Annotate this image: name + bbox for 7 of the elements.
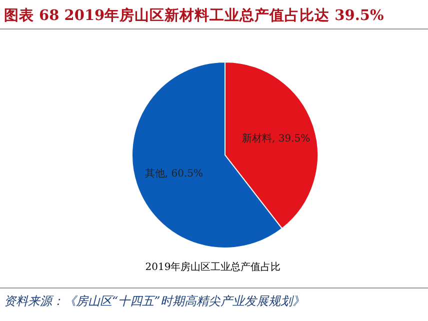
slice-label: 新材料 [242,132,272,145]
text: 2019年房山区工业总产值占比 [145,261,281,273]
data-label: , 39.5% [272,134,310,145]
data-label: , 60.5% [164,168,204,180]
slice-label: 其他 [144,167,165,180]
text: 资料来源：《房山区“十四五”时期高精尖产业发展规划》 [4,294,304,308]
chart-title: 图表 68 2019年房山区新材料工业总产值占比达 39.5% [4,6,384,24]
